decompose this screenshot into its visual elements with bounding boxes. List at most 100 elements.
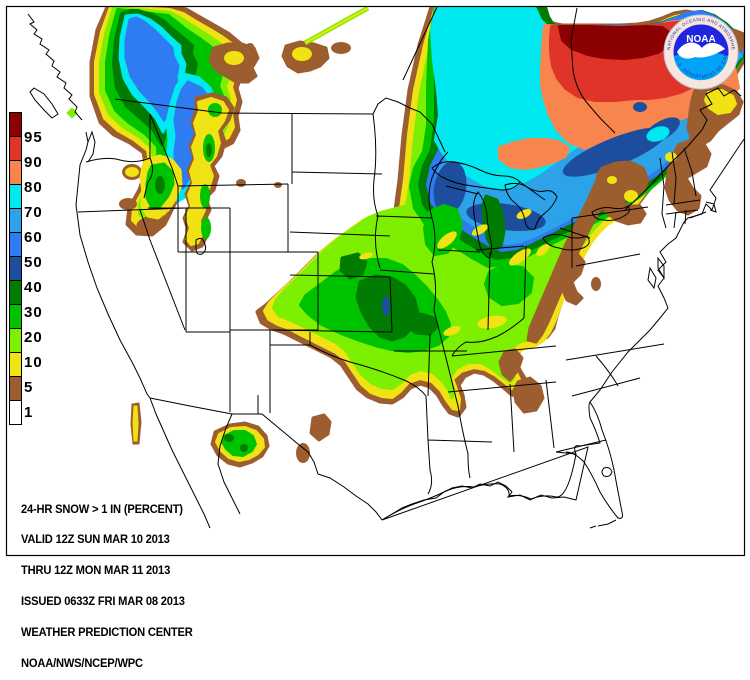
center-name: WEATHER PREDICTION CENTER (21, 627, 193, 640)
weather-map-page: NOAA NATIONAL OCEANIC AND ATMOSPHERIC AD… (5, 5, 746, 670)
long-island (689, 211, 707, 219)
lake-okeechobee (601, 467, 613, 477)
chesapeake-bay (647, 256, 665, 290)
mississippi-river (431, 217, 471, 479)
contour-central-darkgreen-east (406, 312, 439, 336)
legend-label: 5 (24, 379, 34, 396)
tx-ar-la-borders (425, 395, 493, 495)
legend-swatch (9, 136, 22, 161)
contour-mn-spot-brown (331, 42, 351, 54)
issued-time: ISSUED 0633Z FRI MAR 08 2013 (21, 596, 185, 609)
contour-core-darkred (558, 25, 672, 60)
legend-swatch (9, 400, 22, 425)
contour-ohio-green (484, 264, 534, 306)
sd-ne-border (289, 231, 391, 237)
legend-swatches (9, 112, 22, 425)
great-salt-lake (195, 237, 207, 255)
mi-in-oh-line (475, 245, 525, 251)
noaa-seagull-icon (677, 42, 725, 59)
contour-vtnh-brown (664, 138, 712, 216)
contour-tn-brown2 (512, 376, 545, 414)
snow-probability-map: NOAA NATIONAL OCEANIC AND ATMOSPHERIC AD… (5, 5, 746, 557)
contour-nv-yellow (125, 167, 139, 177)
thru-time: THRU 12Z MON MAR 11 2013 (21, 565, 171, 578)
us-canada-border-lakes (372, 97, 446, 153)
state-boundaries (27, 7, 744, 529)
legend-swatch (9, 208, 22, 233)
contour-baja-yellow-strip (132, 405, 139, 442)
gulf-coastline (381, 446, 589, 521)
ms-al-border (509, 383, 515, 453)
valid-time: VALID 12Z SUN MAR 10 2013 (21, 534, 170, 547)
pacific-coastline (27, 13, 151, 399)
lake-erie (542, 233, 590, 251)
legend-label: 95 (24, 129, 43, 146)
ca-nv-diagonal (139, 209, 186, 331)
pa-md-border (575, 253, 641, 267)
noaa-logo: NOAA NATIONAL OCEANIC AND ATMOSPHERIC AD… (663, 14, 739, 90)
contour-wy-green-core2 (201, 217, 211, 239)
ia-borders (374, 215, 435, 275)
noaa-logo-acronym: NOAA (686, 34, 715, 45)
contour-missouri-blue-dot (382, 296, 390, 316)
contour-ctx-brown-dot (296, 443, 310, 463)
vancouver-island (29, 87, 59, 119)
red-river-tx-ok (309, 344, 427, 397)
ok-panhandle (270, 332, 311, 346)
nm-tx-borders (257, 330, 271, 414)
contour-orange-tongue (498, 138, 570, 170)
vt-nh-border (671, 151, 677, 205)
yellow-ribbon (516, 209, 532, 219)
contour-wtx-darkgreen1 (224, 434, 234, 442)
legend-swatch (9, 304, 22, 329)
va-nc-border (565, 343, 665, 361)
wi-il-border (437, 249, 481, 253)
contour-wtx-darkgreen2 (240, 444, 248, 452)
legend-swatch (9, 328, 22, 353)
baja-coast (149, 397, 211, 529)
legend-swatch (9, 112, 22, 137)
contour-fills (66, 7, 744, 468)
wy-box (177, 184, 318, 253)
nh-me-border (683, 147, 697, 197)
gulf-coast-detail (381, 453, 577, 521)
il-in-border (487, 251, 491, 331)
contour-spot-dot (246, 43, 254, 49)
ny-newengland-border (659, 157, 667, 229)
in-oh-border (523, 245, 527, 319)
yellow-ribbon (437, 231, 457, 249)
yellow-ribbon (443, 326, 461, 336)
contour-wv-brown-dot (591, 277, 601, 291)
contour-mt-darkgreen-dot (206, 143, 212, 157)
cape-cod (705, 201, 717, 213)
yellow-ribbon (477, 315, 507, 329)
map-title: 24-HR SNOW > 1 IN (PERCENT) (21, 503, 183, 516)
contour-darkblue-superior (433, 161, 467, 215)
lake-superior (431, 161, 521, 191)
or-ca-nv-border (77, 207, 187, 213)
legend-label: 80 (24, 179, 43, 196)
contour-nd-spot1-yellow (224, 51, 244, 65)
mn-wi-border (428, 151, 449, 219)
wi-mi-border (445, 185, 479, 195)
yellow-ribbon (359, 252, 373, 260)
contour-ctx-brown2 (309, 413, 332, 442)
lake-ontario (591, 205, 630, 221)
ga-fl-border (555, 439, 607, 453)
id-borders (143, 113, 179, 199)
lake-huron (504, 182, 558, 230)
contour-cyan-island (646, 126, 670, 142)
contour-wv-brown (560, 253, 586, 306)
legend-swatch (9, 232, 22, 257)
noaa-logo-sea (673, 52, 729, 81)
title-block: 24-HR SNOW > 1 IN (PERCENT) VALID 12Z SU… (21, 484, 193, 680)
legend-label: 50 (24, 254, 43, 271)
contour-mt-green-core2 (208, 103, 222, 117)
ky-tn-border (451, 345, 557, 357)
ontario-quebec-border (570, 7, 616, 134)
florida-keys (589, 519, 617, 529)
baja-gulf (217, 413, 241, 515)
lake-michigan (473, 191, 493, 259)
contour-dakota-dot2 (274, 182, 282, 188)
legend-label: 30 (24, 304, 43, 321)
